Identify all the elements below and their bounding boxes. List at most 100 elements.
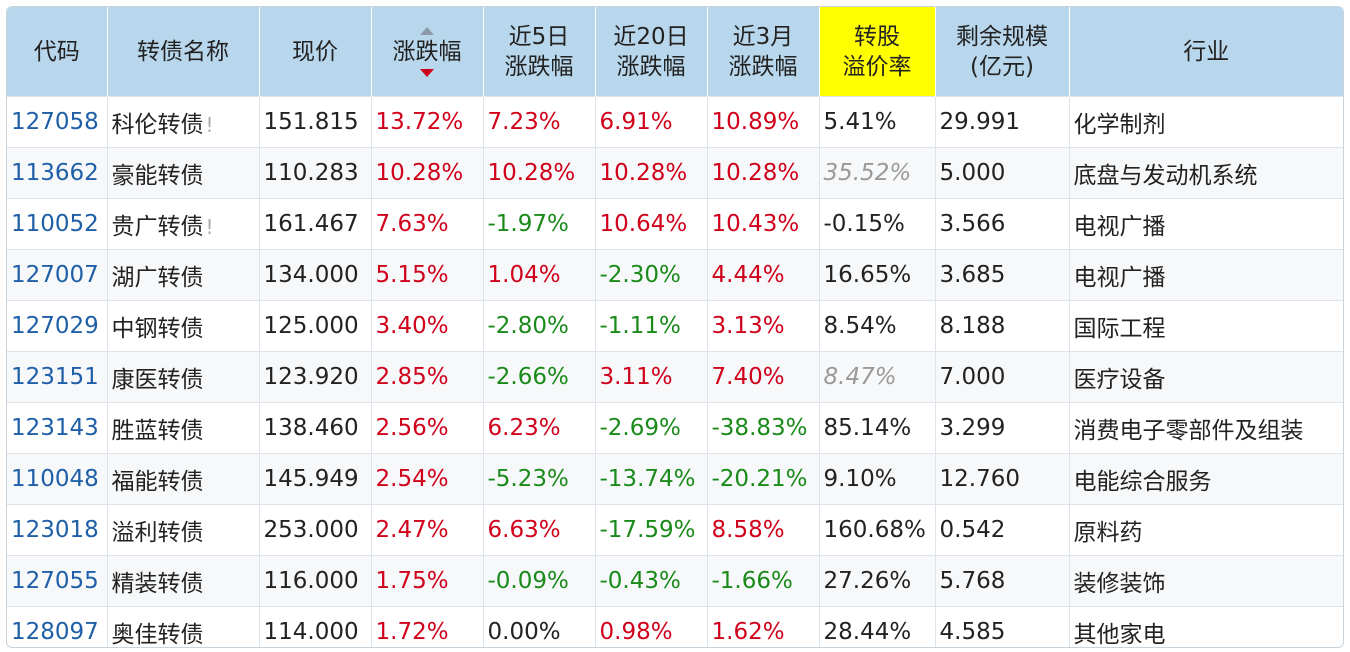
bond-name[interactable]: 奥佳转债 — [107, 606, 260, 648]
bond-code[interactable]: 127007 — [7, 249, 108, 301]
change-5d-value: -0.09% — [487, 568, 569, 594]
bond-code[interactable]: 127029 — [7, 300, 108, 352]
remaining-size: 3.685 — [935, 249, 1070, 301]
conversion-premium: 16.65% — [819, 249, 936, 301]
column-header-price[interactable]: 现价 — [259, 7, 372, 97]
change-5d-value: 10.28% — [487, 160, 576, 186]
column-header-name[interactable]: 转债名称 — [107, 7, 260, 97]
change-value: 2.56% — [375, 415, 449, 441]
bond-name[interactable]: 胜蓝转债 — [107, 402, 260, 454]
bond-code[interactable]: 110052 — [7, 198, 108, 250]
industry: 其他家电 — [1069, 606, 1343, 648]
change-value: 2.47% — [375, 517, 449, 543]
table-row[interactable]: 127055 精装转债 116.000 1.75% -0.09% -0.43% -1.66%… — [7, 555, 1343, 607]
table-row[interactable]: 123151 康医转债 123.920 2.85% -2.66% 3.11% 7.40% 8.… — [7, 351, 1343, 403]
price: 125.000 — [259, 300, 372, 352]
industry-value: 医疗设备 — [1073, 367, 1166, 393]
bond-code[interactable]: 123143 — [7, 402, 108, 454]
table-row[interactable]: 127058 科伦转债! 151.815 13.72% 7.23% 6.91% 10.89%… — [7, 96, 1343, 148]
column-header-change-20d[interactable]: 近20日 涨跌幅 — [595, 7, 708, 97]
column-header-industry[interactable]: 行业 — [1069, 7, 1343, 97]
remaining-size-value: 12.760 — [939, 466, 1020, 492]
bond-code-value[interactable]: 123143 — [11, 415, 99, 441]
change-20d: 3.11% — [595, 351, 708, 403]
bond-code[interactable]: 123018 — [7, 504, 108, 556]
price: 151.815 — [259, 96, 372, 148]
industry-value: 其他家电 — [1073, 622, 1166, 648]
bond-name[interactable]: 中钢转债 — [107, 300, 260, 352]
table-row[interactable]: 110048 福能转债 145.949 2.54% -5.23% -13.74% -20.2… — [7, 453, 1343, 505]
table-row[interactable]: 123143 胜蓝转债 138.460 2.56% 6.23% -2.69% -38.83%… — [7, 402, 1343, 454]
bond-name-value[interactable]: 福能转债 — [111, 469, 204, 495]
remaining-size-value: 7.000 — [939, 364, 1006, 390]
bond-name[interactable]: 康医转债 — [107, 351, 260, 403]
bond-name-value[interactable]: 胜蓝转债 — [111, 418, 204, 444]
change-3m-value: -1.66% — [711, 568, 793, 594]
change-3m-value: -38.83% — [711, 415, 808, 441]
table-row[interactable]: 110052 贵广转债! 161.467 7.63% -1.97% 10.64% 10.43… — [7, 198, 1343, 250]
bond-name[interactable]: 福能转债 — [107, 453, 260, 505]
bond-code[interactable]: 110048 — [7, 453, 108, 505]
price: 116.000 — [259, 555, 372, 607]
bond-name-value[interactable]: 奥佳转债 — [111, 622, 204, 648]
bond-code-value[interactable]: 110052 — [11, 211, 99, 237]
price-value: 116.000 — [263, 568, 359, 594]
remaining-size: 5.768 — [935, 555, 1070, 607]
change-5d-value: 1.04% — [487, 262, 561, 288]
bond-code[interactable]: 127058 — [7, 96, 108, 148]
bond-code-value[interactable]: 113662 — [11, 160, 99, 186]
bond-code-value[interactable]: 127055 — [11, 568, 99, 594]
bond-name-value[interactable]: 湖广转债 — [111, 265, 204, 291]
bond-name-value[interactable]: 溢利转债 — [111, 520, 204, 546]
table-row[interactable]: 113662 豪能转债 110.283 10.28% 10.28% 10.28% 10.28… — [7, 147, 1343, 199]
change-value: 3.40% — [375, 313, 449, 339]
sort-asc-icon[interactable] — [420, 26, 434, 35]
bond-name[interactable]: 溢利转债 — [107, 504, 260, 556]
bond-name-value[interactable]: 精装转债 — [111, 571, 204, 597]
column-header-change-3m[interactable]: 近3月 涨跌幅 — [707, 7, 820, 97]
table-row[interactable]: 128097 奥佳转债 114.000 1.72% 0.00% 0.98% 1.62% 28.… — [7, 606, 1343, 648]
bond-name-value[interactable]: 科伦转债 — [111, 112, 204, 138]
change-value: 2.54% — [375, 466, 449, 492]
column-header-change[interactable]: 涨跌幅 — [371, 7, 484, 97]
bond-name[interactable]: 贵广转债! — [107, 198, 260, 250]
change-5d: -2.66% — [483, 351, 596, 403]
change-3m: 10.43% — [707, 198, 820, 250]
bond-code-value[interactable]: 110048 — [11, 466, 99, 492]
bond-code-value[interactable]: 127029 — [11, 313, 99, 339]
column-header-code[interactable]: 代码 — [7, 7, 108, 97]
bond-code-value[interactable]: 127007 — [11, 262, 99, 288]
change-value: 1.75% — [375, 568, 449, 594]
bond-name-value[interactable]: 中钢转债 — [111, 316, 204, 342]
remaining-size-value: 8.188 — [939, 313, 1006, 339]
bond-code[interactable]: 127055 — [7, 555, 108, 607]
change-20d: 10.28% — [595, 147, 708, 199]
bond-name-value[interactable]: 康医转债 — [111, 367, 204, 393]
bond-code-value[interactable]: 128097 — [11, 619, 99, 645]
bond-code[interactable]: 123151 — [7, 351, 108, 403]
industry: 电能综合服务 — [1069, 453, 1343, 505]
column-header-label: 转股 — [854, 23, 900, 50]
table-row[interactable]: 127029 中钢转债 125.000 3.40% -2.80% -1.11% 3.13% 8… — [7, 300, 1343, 352]
bond-name-value[interactable]: 贵广转债 — [111, 214, 204, 240]
sort-desc-icon[interactable] — [420, 68, 434, 77]
bond-name[interactable]: 科伦转债! — [107, 96, 260, 148]
bond-code[interactable]: 113662 — [7, 147, 108, 199]
bond-name[interactable]: 豪能转债 — [107, 147, 260, 199]
table-row[interactable]: 123018 溢利转债 253.000 2.47% 6.63% -17.59% 8.58% 1… — [7, 504, 1343, 556]
bond-code-value[interactable]: 123151 — [11, 364, 99, 390]
column-header-conversion-premium[interactable]: 转股 溢价率 — [819, 7, 936, 97]
bond-name[interactable]: 精装转债 — [107, 555, 260, 607]
column-header-remaining-size[interactable]: 剩余规模 (亿元) — [935, 7, 1070, 97]
bond-code[interactable]: 128097 — [7, 606, 108, 647]
conversion-premium-value: 8.54% — [823, 313, 897, 339]
column-header-change-5d[interactable]: 近5日 涨跌幅 — [483, 7, 596, 97]
bond-code-value[interactable]: 127058 — [11, 109, 99, 135]
bond-code-value[interactable]: 123018 — [11, 517, 99, 543]
bond-name[interactable]: 湖广转债 — [107, 249, 260, 301]
change-20d: -0.43% — [595, 555, 708, 607]
table-row[interactable]: 127007 湖广转债 134.000 5.15% 1.04% -2.30% 4.44% 16… — [7, 249, 1343, 301]
remaining-size-value: 0.542 — [939, 517, 1006, 543]
change-value: 5.15% — [375, 262, 449, 288]
bond-name-value[interactable]: 豪能转债 — [111, 163, 204, 189]
